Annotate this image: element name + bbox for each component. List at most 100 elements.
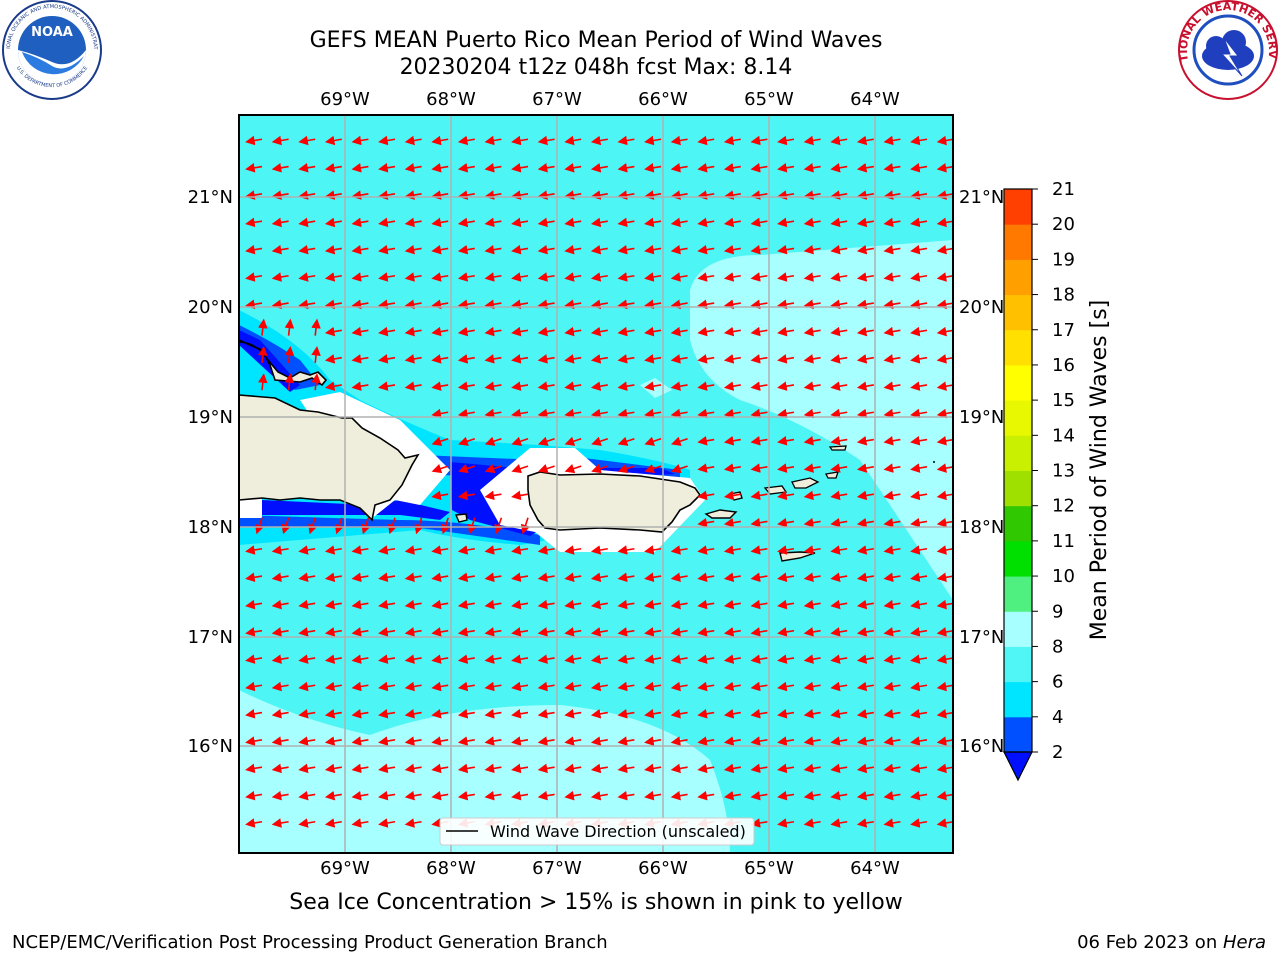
wave-arrow	[830, 135, 848, 146]
wave-arrow	[404, 244, 422, 255]
wave-arrow	[245, 627, 263, 637]
wave-arrow	[803, 354, 821, 364]
wave-arrow	[298, 599, 316, 610]
wave-arrow	[564, 464, 582, 474]
wave-arrow	[697, 272, 715, 282]
wave-arrow	[883, 599, 901, 610]
wave-arrow	[351, 654, 369, 664]
wave-arrow	[856, 381, 874, 391]
wave-arrow	[324, 818, 342, 828]
wave-arrow	[644, 135, 662, 146]
lat-tick-right: 17°N	[959, 627, 1004, 648]
wave-arrow	[484, 736, 502, 746]
wave-arrow	[271, 572, 289, 583]
wave-arrow	[271, 790, 289, 801]
wave-arrow	[750, 381, 768, 391]
lon-tick-top: 64°W	[850, 89, 900, 110]
wave-arrow	[590, 190, 608, 200]
wave-arrow	[777, 244, 795, 255]
wave-arrow	[856, 490, 874, 501]
wave-arrow	[856, 217, 874, 228]
colorbar-segment	[1004, 540, 1032, 577]
wave-arrow	[910, 763, 928, 774]
wave-arrow	[351, 272, 369, 282]
wave-arrow	[414, 517, 424, 535]
wave-arrow	[644, 736, 662, 746]
wave-arrow	[670, 408, 688, 419]
wave-arrow	[271, 190, 289, 200]
wave-arrow	[537, 572, 555, 583]
wave-arrow	[351, 299, 369, 310]
wave-arrow	[591, 464, 609, 474]
map-gridlines	[239, 115, 953, 853]
wave-arrow	[670, 709, 688, 719]
wave-arrow	[723, 190, 741, 200]
wave-arrow	[883, 654, 901, 664]
wave-arrow	[590, 217, 608, 228]
wave-arrow	[387, 517, 398, 535]
colorbar-tick-label: 18	[1052, 285, 1075, 306]
wave-arrow	[830, 709, 848, 719]
wave-arrow	[511, 217, 529, 228]
wave-arrow	[830, 545, 848, 555]
wave-arrow	[910, 354, 928, 364]
wave-arrow	[311, 345, 321, 363]
wave-arrow	[324, 217, 342, 228]
wave-arrow	[378, 681, 396, 692]
wave-arrow	[537, 354, 555, 364]
wave-arrow	[351, 217, 369, 228]
wave-arrow	[378, 272, 396, 282]
wave-arrow	[830, 763, 848, 774]
wave-arrow	[537, 545, 555, 555]
wave-arrow	[564, 354, 582, 364]
wave-arrow	[564, 599, 582, 610]
wave-arrow	[564, 436, 582, 446]
wave-arrow	[511, 408, 529, 419]
wave-arrow	[431, 326, 449, 337]
wave-arrow	[590, 599, 608, 610]
wave-arrow	[484, 790, 502, 801]
wave-arrow	[511, 326, 529, 337]
wave-arrow	[617, 408, 635, 419]
wave-arrow	[617, 436, 635, 446]
wave-arrow	[777, 490, 795, 501]
wave-arrow	[856, 545, 874, 555]
wave-arrow	[378, 736, 396, 746]
wave-arrow	[404, 545, 422, 555]
wave-arrow	[750, 354, 768, 364]
wave-arrow	[484, 244, 502, 255]
colorbar-segment	[1004, 329, 1032, 366]
wave-arrow	[298, 244, 316, 255]
wave-arrow	[830, 736, 848, 746]
lon-tick-top: 67°W	[532, 89, 582, 110]
wave-arrow	[617, 681, 635, 692]
lat-tick-right: 18°N	[959, 517, 1004, 538]
wave-arrow	[404, 572, 422, 583]
wave-arrow	[537, 627, 555, 637]
colorbar-tick-label: 21	[1052, 179, 1075, 200]
chart-title: GEFS MEAN Puerto Rico Mean Period of Win…	[309, 28, 883, 53]
wave-arrow	[803, 244, 821, 255]
footer-host: Hera	[1222, 932, 1266, 953]
wave-arrow	[564, 381, 582, 391]
wave-arrow	[537, 381, 555, 391]
wave-arrow	[697, 627, 715, 637]
wave-arrow	[591, 436, 609, 446]
wave-arrow	[484, 135, 502, 146]
wave-arrow	[537, 681, 555, 692]
colorbar-tick-label: 12	[1052, 496, 1075, 517]
wave-arrow	[723, 572, 741, 583]
land-anegada	[828, 445, 847, 451]
wave-arrow	[777, 654, 795, 664]
wave-arrow	[723, 763, 741, 774]
wave-arrow	[803, 763, 821, 774]
wave-arrow	[910, 244, 928, 255]
wave-arrow	[281, 517, 291, 535]
wave-arrow	[431, 654, 449, 664]
wave-arrow	[511, 135, 529, 146]
wave-arrow	[883, 490, 901, 501]
wave-arrow	[324, 763, 342, 774]
wave-arrow	[883, 736, 901, 746]
wave-arrow	[334, 517, 344, 535]
wave-arrow	[723, 436, 741, 446]
